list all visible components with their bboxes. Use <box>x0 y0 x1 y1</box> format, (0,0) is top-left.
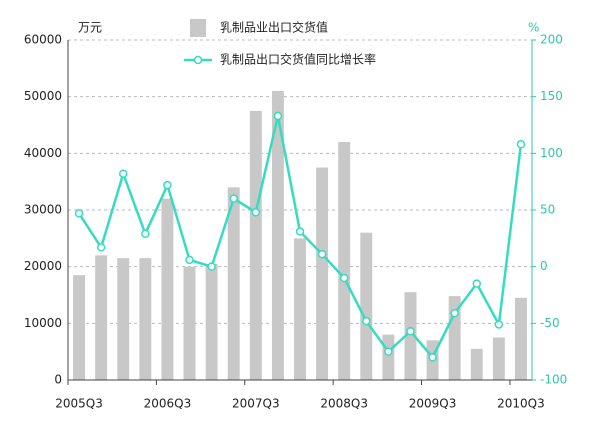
y-tick-label: 50000 <box>24 89 62 103</box>
x-tick-label: 2006Q3 <box>144 397 192 411</box>
legend-swatch <box>190 19 206 37</box>
x-tick-label: 2010Q3 <box>497 397 545 411</box>
legend-swatch-point <box>193 55 203 65</box>
line-point <box>450 308 459 318</box>
bar <box>161 198 174 380</box>
line-point <box>163 180 172 190</box>
line-point <box>428 353 437 362</box>
x-tick-label: 2005Q3 <box>55 397 103 411</box>
bar <box>338 142 351 380</box>
bar <box>514 297 527 380</box>
line-point <box>317 249 327 259</box>
line-point <box>185 255 194 265</box>
bar <box>470 348 483 380</box>
y2-tick-label: 150 <box>540 89 563 103</box>
y2-tick-label: 0 <box>540 259 548 273</box>
bar <box>492 337 505 380</box>
legend-label: 乳制品出口交货值同比增长率 <box>220 52 376 67</box>
bar <box>139 258 152 380</box>
y-tick-label: 20000 <box>24 259 62 273</box>
bar <box>316 167 329 380</box>
y2-tick-label: -100 <box>540 373 567 387</box>
y2-tick-label: -50 <box>540 316 560 330</box>
line-point <box>74 209 84 218</box>
bar <box>294 238 306 380</box>
y2-tick-label: 200 <box>540 33 563 47</box>
bar <box>382 334 395 380</box>
bar <box>73 275 86 380</box>
bar <box>404 292 417 380</box>
line-point <box>339 273 349 283</box>
y2-unit: % <box>528 21 539 35</box>
bar <box>271 91 284 380</box>
line-point <box>406 327 415 336</box>
x-tick-label: 2007Q3 <box>232 397 280 411</box>
line-point <box>118 169 128 178</box>
line-point <box>141 229 150 239</box>
line-point <box>295 227 305 236</box>
y-unit: 万元 <box>78 21 102 35</box>
bar <box>205 263 218 380</box>
bar <box>95 255 108 380</box>
x-tick-label: 2008Q3 <box>320 397 368 411</box>
line-point <box>516 140 526 149</box>
line-point <box>494 320 504 329</box>
y-tick-label: 0 <box>54 373 62 387</box>
bar <box>227 187 240 380</box>
x-tick-label: 2009Q3 <box>409 397 457 411</box>
line-point <box>251 208 261 217</box>
y-tick-label: 40000 <box>24 146 62 160</box>
line-point <box>207 262 216 271</box>
bar <box>448 296 461 380</box>
legend-label: 乳制品业出口交货值 <box>220 20 328 35</box>
y-tick-label: 30000 <box>24 203 62 217</box>
bar <box>360 232 373 380</box>
line-point <box>472 279 482 288</box>
y2-tick-label: 100 <box>540 146 563 160</box>
line-point <box>96 243 106 252</box>
y-tick-label: 10000 <box>24 316 62 330</box>
line-point <box>362 316 371 326</box>
line-point <box>229 194 238 203</box>
bar <box>117 258 130 380</box>
bar <box>183 266 196 380</box>
line-point <box>384 347 393 356</box>
y-tick-label: 60000 <box>24 33 62 47</box>
y2-tick-label: 50 <box>540 203 555 217</box>
bar <box>249 110 262 380</box>
line-point <box>273 111 283 121</box>
